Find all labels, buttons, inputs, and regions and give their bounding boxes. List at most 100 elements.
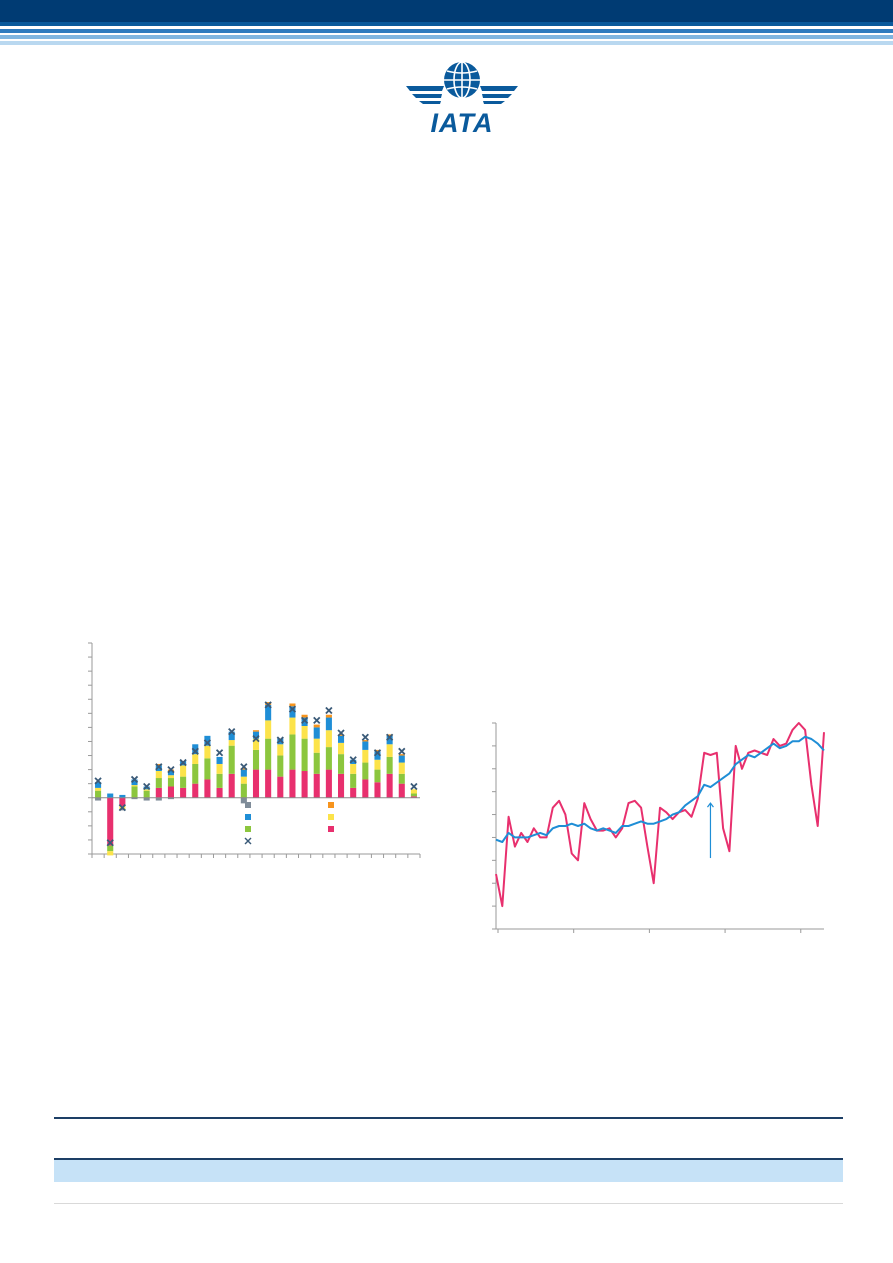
bar-segment	[277, 744, 284, 756]
bar-segment	[301, 771, 308, 798]
bar-segment	[143, 786, 150, 790]
legend-marker	[244, 837, 252, 845]
bar-segment	[204, 745, 211, 759]
bar-segment	[155, 797, 162, 801]
section-rule	[54, 1117, 843, 1119]
bar-segment	[301, 738, 308, 772]
bar-segment	[325, 769, 332, 798]
bar-segment	[228, 731, 235, 741]
legend-swatch	[245, 826, 251, 832]
bar-segment	[386, 756, 393, 774]
legend-swatch	[328, 826, 334, 832]
bar-segment	[119, 797, 126, 807]
total-marker	[240, 763, 248, 771]
bar-segment	[350, 763, 357, 774]
line-series-1	[495, 722, 825, 908]
bar-segment	[167, 775, 174, 779]
bar-segment	[362, 740, 369, 742]
total-marker	[264, 701, 272, 709]
bar-segment	[204, 735, 211, 746]
bar-segment	[289, 706, 296, 718]
bar-segment	[143, 790, 150, 798]
total-marker	[118, 803, 127, 812]
bar-segment	[410, 796, 417, 798]
bar-segment	[131, 779, 138, 786]
header-band	[0, 0, 893, 50]
bar-segment	[252, 738, 260, 750]
bar-segment	[252, 749, 260, 770]
line-series-2	[495, 735, 825, 843]
bar-segment	[277, 738, 284, 745]
legend-swatch	[245, 814, 251, 820]
bar-segment	[313, 727, 320, 739]
bar-segment	[192, 783, 199, 798]
bar-segment	[216, 756, 223, 764]
bar-segment	[386, 744, 393, 757]
bar-segment	[398, 773, 405, 784]
bar-segment	[131, 785, 138, 787]
bar-segment	[362, 749, 369, 763]
legend-swatch	[245, 802, 251, 808]
bar-segment	[362, 762, 369, 780]
bar-segment	[95, 797, 102, 801]
bar-segment	[155, 771, 162, 779]
bar-segment	[374, 759, 381, 770]
bar-segment	[155, 778, 162, 788]
bar-segment	[301, 714, 308, 718]
bar-segment	[95, 782, 102, 788]
bar-segment	[350, 787, 357, 798]
bar-segment	[131, 797, 138, 800]
bar-segment	[167, 778, 174, 787]
bar-segment	[350, 773, 357, 788]
bar-segment	[265, 769, 272, 798]
bar-segment	[252, 769, 260, 798]
bar-segment	[155, 763, 162, 766]
bar-segment	[240, 783, 247, 798]
bar-segment	[374, 751, 381, 760]
bar-segment	[301, 717, 308, 726]
bar-segment	[338, 742, 345, 755]
bar-segment	[313, 773, 320, 798]
total-marker	[94, 777, 102, 785]
bar-segment	[155, 765, 162, 772]
total-marker	[398, 747, 406, 755]
bar-segment	[95, 790, 102, 798]
bar-segment	[167, 771, 174, 776]
total-marker	[385, 733, 394, 741]
total-marker	[325, 706, 333, 715]
total-marker	[191, 747, 199, 755]
iata-logo: IATA	[404, 60, 520, 138]
total-marker	[300, 716, 309, 725]
bar-segment	[338, 773, 345, 798]
bar-segment	[350, 759, 357, 764]
bar-segment	[180, 765, 187, 777]
bar-segment	[265, 738, 272, 770]
total-marker	[313, 716, 321, 725]
bar-segment	[252, 731, 260, 739]
legend-swatch	[328, 802, 334, 808]
bar-segment	[386, 735, 393, 745]
bar-segment	[410, 789, 417, 794]
bar-segment	[313, 752, 320, 774]
table-header-rule	[54, 1158, 843, 1160]
bar-segment	[119, 794, 126, 798]
bar-segment	[325, 714, 332, 718]
total-marker	[130, 775, 139, 784]
bar-segment	[265, 702, 272, 705]
bar-segment	[143, 797, 150, 801]
total-marker	[349, 756, 357, 764]
bar-segment	[192, 754, 199, 764]
bar-segment	[398, 783, 405, 798]
bar-segment	[167, 786, 174, 798]
bar-segment	[289, 769, 296, 798]
total-marker	[155, 763, 163, 771]
svg-text:IATA: IATA	[431, 108, 494, 136]
bar-segment	[131, 786, 138, 798]
bar-segment	[155, 787, 162, 798]
total-marker	[143, 782, 151, 791]
total-marker	[288, 705, 297, 713]
annotation-arrow	[706, 802, 714, 859]
bar-segment	[216, 773, 223, 788]
bar-segment	[362, 779, 369, 798]
table-header	[54, 1160, 843, 1182]
